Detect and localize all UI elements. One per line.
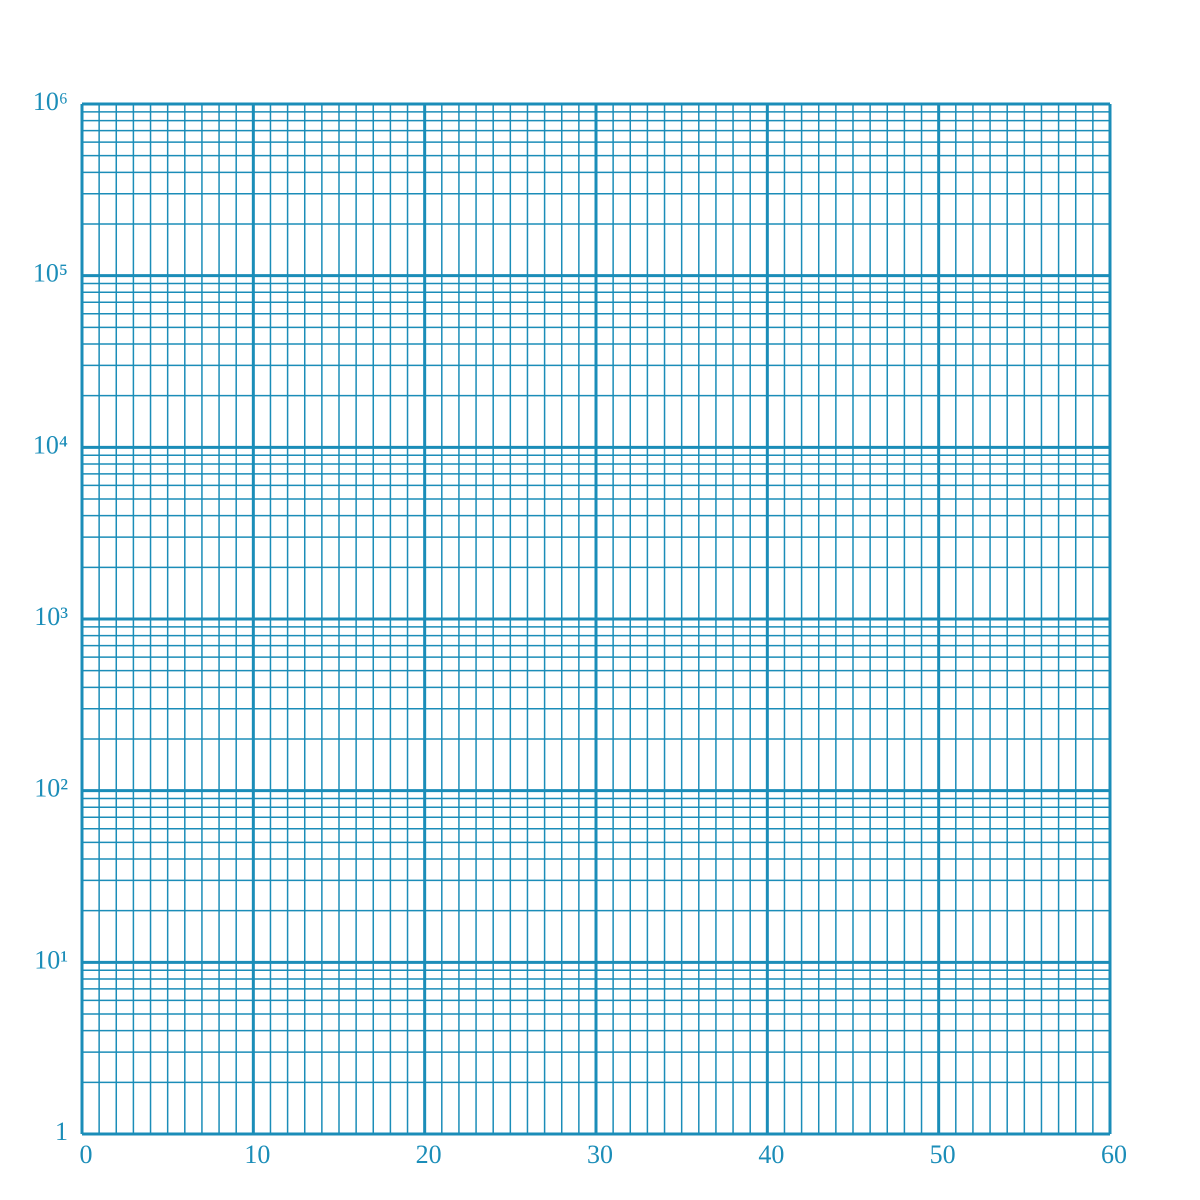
x-tick-label: 30 xyxy=(587,1140,613,1169)
y-tick-label: 10⁴ xyxy=(33,430,68,459)
x-tick-label: 0 xyxy=(80,1140,93,1169)
x-tick-label: 40 xyxy=(758,1140,784,1169)
x-tick-label: 60 xyxy=(1101,1140,1127,1169)
y-tick-label: 1 xyxy=(55,1117,68,1146)
y-tick-label: 10⁵ xyxy=(33,259,68,288)
x-tick-label: 10 xyxy=(244,1140,270,1169)
y-tick-label: 10⁶ xyxy=(33,87,68,116)
x-tick-label: 20 xyxy=(416,1140,442,1169)
x-tick-label: 50 xyxy=(930,1140,956,1169)
y-tick-label: 10³ xyxy=(34,602,68,631)
y-tick-label: 10² xyxy=(34,774,68,803)
y-tick-label: 10¹ xyxy=(34,945,68,974)
